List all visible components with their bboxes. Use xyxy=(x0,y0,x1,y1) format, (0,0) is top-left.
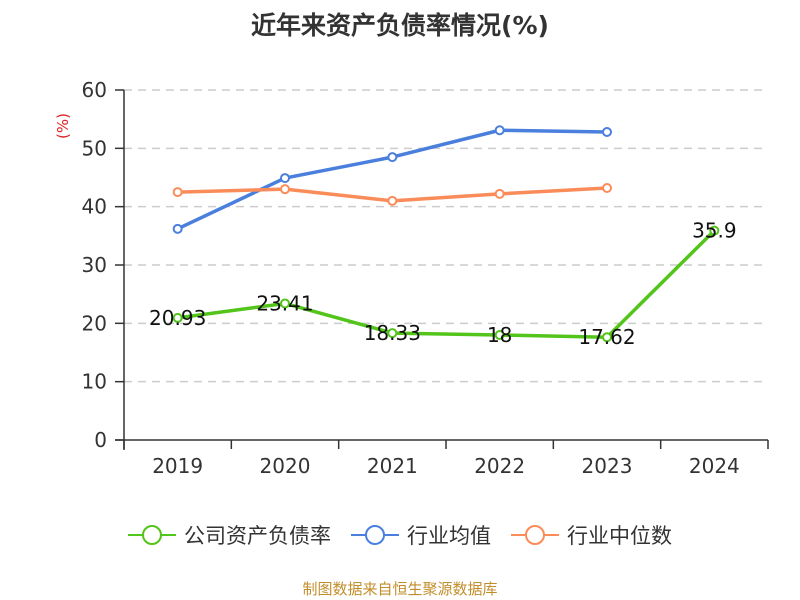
data-point[interactable] xyxy=(172,312,183,323)
legend-item-industry-average[interactable]: 行业均值 xyxy=(351,520,491,550)
y-tick-label: 0 xyxy=(94,428,107,452)
data-label: 18 xyxy=(487,323,512,347)
legend-item-industry-median[interactable]: 行业中位数 xyxy=(511,520,672,550)
data-label: 35.9 xyxy=(692,219,737,243)
legend-label: 行业均值 xyxy=(407,524,491,548)
data-point[interactable] xyxy=(172,187,183,198)
data-label: 18.33 xyxy=(364,321,421,345)
x-tick-label: 2021 xyxy=(367,454,418,478)
data-point[interactable] xyxy=(387,195,398,206)
y-tick-label: 50 xyxy=(82,136,107,160)
y-tick-label: 20 xyxy=(82,311,107,335)
data-point[interactable] xyxy=(387,328,398,339)
data-point[interactable] xyxy=(494,125,505,136)
data-point[interactable] xyxy=(172,223,183,234)
y-tick-label: 30 xyxy=(82,253,107,277)
data-point[interactable] xyxy=(494,188,505,199)
data-point[interactable] xyxy=(280,298,290,309)
x-tick-label: 2020 xyxy=(260,454,311,478)
legend-label: 公司资产负债率 xyxy=(184,524,331,548)
data-point[interactable] xyxy=(494,330,505,340)
y-tick-label: 10 xyxy=(82,370,107,394)
x-tick-label: 2023 xyxy=(582,454,633,478)
data-point[interactable] xyxy=(602,183,612,193)
source-note: 制图数据来自恒生聚源数据库 xyxy=(302,580,498,598)
series-0: 20.93 23.41 18.33 18 17.62 35.9 xyxy=(149,219,737,350)
chart-title: 近年来资产负债率情况(%) xyxy=(251,11,549,40)
data-label: 23.41 xyxy=(256,291,313,315)
y-tick-label: 40 xyxy=(82,195,107,219)
data-point[interactable] xyxy=(602,332,612,343)
series-1 xyxy=(172,125,612,234)
y-axis-unit: (%) xyxy=(54,113,72,139)
series-2 xyxy=(172,183,612,206)
x-tick-label: 2019 xyxy=(152,454,203,478)
legend-circle-line-icon xyxy=(128,525,176,545)
data-label: 20.93 xyxy=(149,306,206,330)
x-tick-label: 2022 xyxy=(474,454,525,478)
data-point[interactable] xyxy=(280,184,290,195)
series-line xyxy=(177,229,716,339)
legend-item-company[interactable]: 公司资产负债率 xyxy=(128,520,331,550)
y-tick-label: 60 xyxy=(82,78,107,102)
legend-circle-line-icon xyxy=(351,525,399,545)
data-point[interactable] xyxy=(709,225,720,236)
series-line xyxy=(176,128,608,231)
data-point[interactable] xyxy=(602,127,612,137)
x-tick-label: 2024 xyxy=(689,454,740,478)
legend-label: 行业中位数 xyxy=(567,524,672,548)
data-point[interactable] xyxy=(387,152,398,163)
chart-legend: 公司资产负债率 行业均值 行业中位数 xyxy=(0,520,800,550)
data-label: 17.62 xyxy=(578,325,635,349)
legend-circle-line-icon xyxy=(511,525,559,545)
data-point[interactable] xyxy=(280,173,290,184)
